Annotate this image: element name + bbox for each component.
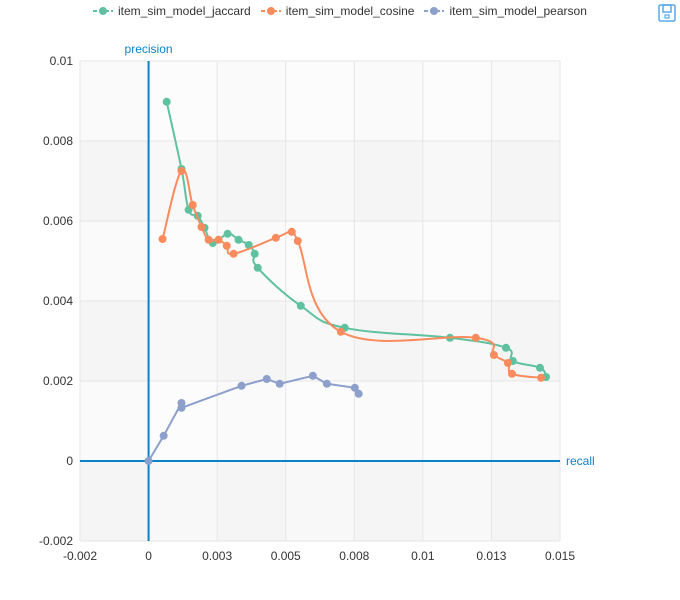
data-point[interactable] <box>275 379 284 388</box>
legend-label: item_sim_model_pearson <box>449 4 587 18</box>
data-point[interactable] <box>250 249 259 258</box>
legend-item-item_sim_model_cosine[interactable]: item_sim_model_cosine <box>260 4 415 18</box>
data-point[interactable] <box>287 227 296 236</box>
x-tick-label: 0.003 <box>202 549 232 563</box>
data-point[interactable] <box>222 241 231 250</box>
data-point[interactable] <box>159 431 168 440</box>
y-tick-label: 0.01 <box>50 54 74 68</box>
series-item_sim_model_pearson[interactable] <box>144 371 363 465</box>
data-point[interactable] <box>204 235 213 244</box>
x-tick-label: 0.013 <box>476 549 506 563</box>
legend-marker-icon <box>93 7 113 15</box>
data-point[interactable] <box>237 381 246 390</box>
y-tick-label: 0.002 <box>43 374 73 388</box>
data-point[interactable] <box>229 249 238 258</box>
data-point[interactable] <box>535 363 544 372</box>
x-tick-label: 0.008 <box>339 549 369 563</box>
data-point[interactable] <box>501 343 510 352</box>
data-point[interactable] <box>262 375 271 383</box>
save-as-image-icon[interactable] <box>657 3 677 23</box>
data-point[interactable] <box>350 383 359 392</box>
data-point[interactable] <box>293 237 302 245</box>
y-tick-label: 0.006 <box>43 214 73 228</box>
data-point[interactable] <box>296 301 305 310</box>
data-point[interactable] <box>503 359 512 367</box>
data-point[interactable] <box>336 327 345 336</box>
y-tick-label: 0.004 <box>43 294 73 308</box>
y-axis-title: precision <box>125 42 173 56</box>
legend-item-item_sim_model_jaccard[interactable]: item_sim_model_jaccard <box>93 4 251 18</box>
y-tick-label: 0 <box>66 454 73 468</box>
data-point[interactable] <box>188 201 197 209</box>
data-point[interactable] <box>537 373 546 382</box>
data-point[interactable] <box>244 241 253 249</box>
data-point[interactable] <box>177 167 186 175</box>
data-point[interactable] <box>322 379 331 388</box>
data-point[interactable] <box>308 371 317 380</box>
data-point[interactable] <box>234 235 243 244</box>
x-axis-title: recall <box>566 454 595 468</box>
x-tick-label: -0.002 <box>63 549 97 563</box>
data-point[interactable] <box>214 235 223 244</box>
data-point[interactable] <box>223 229 232 238</box>
data-point[interactable] <box>144 457 153 465</box>
data-point[interactable] <box>489 351 498 359</box>
data-point[interactable] <box>162 97 171 106</box>
x-tick-label: 0.015 <box>545 549 575 563</box>
x-tick-label: 0.005 <box>271 549 301 563</box>
data-point[interactable] <box>271 233 280 242</box>
data-point[interactable] <box>471 333 480 342</box>
series-item_sim_model_cosine[interactable] <box>158 167 546 382</box>
data-point[interactable] <box>508 369 516 378</box>
legend-item-item_sim_model_pearson[interactable]: item_sim_model_pearson <box>424 4 587 18</box>
x-tick-label: 0.01 <box>411 549 435 563</box>
legend-marker-icon <box>260 7 281 15</box>
legend-marker-icon <box>424 7 445 15</box>
y-tick-label: -0.002 <box>39 534 73 548</box>
chart-legend: item_sim_model_jaccard item_sim_model_cos… <box>93 4 587 18</box>
data-point[interactable] <box>158 235 167 243</box>
data-point[interactable] <box>354 389 363 398</box>
data-point[interactable] <box>253 263 262 272</box>
legend-label: item_sim_model_cosine <box>285 4 415 18</box>
legend-label: item_sim_model_jaccard <box>118 4 251 18</box>
y-tick-label: 0.008 <box>43 134 73 148</box>
data-point[interactable] <box>177 403 186 412</box>
x-tick-label: 0 <box>145 549 152 563</box>
data-point[interactable] <box>197 223 206 231</box>
